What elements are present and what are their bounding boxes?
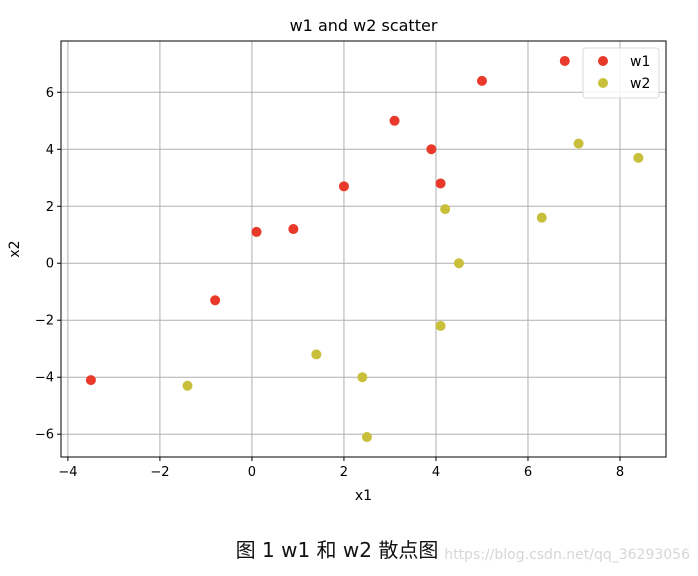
y-tick-label: 2 <box>46 200 54 215</box>
point-w2 <box>435 320 446 331</box>
point-w1 <box>251 226 262 237</box>
chart-title: w1 and w2 scatter <box>290 16 438 35</box>
figure-caption: 图 1 w1 和 w2 散点图 <box>235 538 439 562</box>
point-w2 <box>633 152 644 163</box>
point-w2 <box>311 349 322 360</box>
point-w1 <box>435 178 446 189</box>
x-tick-label: −2 <box>150 465 169 480</box>
point-w1 <box>338 181 349 192</box>
point-w2 <box>536 212 547 223</box>
x-tick-label: 2 <box>340 465 348 480</box>
point-w1 <box>210 295 221 306</box>
point-w2 <box>573 138 584 149</box>
y-axis-ticks: −6 −4 −2 0 2 4 6 <box>35 86 61 443</box>
legend-marker-w1 <box>598 56 608 66</box>
point-w2 <box>361 432 372 443</box>
grid-lines <box>61 41 666 457</box>
x-axis-ticks: −4 −2 0 2 4 6 8 <box>58 457 624 480</box>
y-tick-label: 6 <box>46 86 54 101</box>
legend-label-w1: w1 <box>630 54 650 70</box>
point-w2 <box>182 380 193 391</box>
legend-label-w2: w2 <box>630 76 650 92</box>
point-w2 <box>453 258 464 269</box>
y-tick-label: 4 <box>46 143 54 158</box>
data-points <box>85 55 644 443</box>
point-w1 <box>559 55 570 66</box>
y-tick-label: −2 <box>35 314 54 329</box>
x-tick-label: 4 <box>432 465 440 480</box>
x-tick-label: 0 <box>248 465 256 480</box>
y-tick-label: 0 <box>46 257 54 272</box>
point-w1 <box>85 375 96 386</box>
point-w2 <box>440 204 451 215</box>
y-axis-label: x2 <box>7 240 23 257</box>
plot-frame <box>60 40 667 458</box>
x-tick-label: 8 <box>616 465 624 480</box>
point-w1 <box>476 75 487 86</box>
watermark: https://blog.csdn.net/qq_36293056 <box>444 547 690 563</box>
x-tick-label: 6 <box>524 465 532 480</box>
legend-marker-w2 <box>598 78 608 88</box>
y-tick-label: −4 <box>35 371 54 386</box>
x-tick-label: −4 <box>58 465 77 480</box>
y-tick-label: −6 <box>35 428 54 443</box>
point-w2 <box>357 372 368 383</box>
point-w1 <box>389 115 400 126</box>
point-w1 <box>426 144 437 155</box>
x-axis-label: x1 <box>355 488 372 504</box>
point-w1 <box>288 224 299 235</box>
